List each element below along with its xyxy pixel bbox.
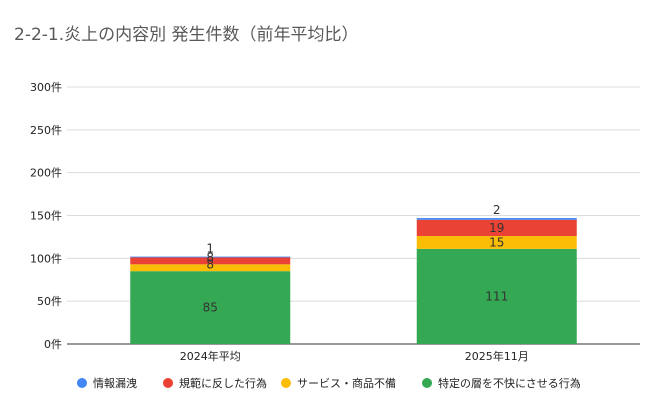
y-tick-label: 200件 — [30, 167, 62, 180]
legend-swatch — [422, 378, 432, 388]
data-label: 8 — [206, 250, 214, 264]
legend-label: 特定の層を不快にさせる行為 — [438, 376, 581, 390]
labels-layer: 0件 50件 100件 150件 200件 250件 300件 85 881 2024年平均 111… — [30, 81, 529, 363]
legend-label: 規範に反した行為 — [179, 376, 267, 390]
y-tick-label: 50件 — [37, 295, 62, 308]
bar-segment — [130, 271, 291, 344]
x-tick-label: 2025年11月 — [465, 349, 529, 363]
legend-label: サービス・商品不備 — [297, 376, 396, 390]
y-tick-label: 250件 — [30, 124, 62, 137]
y-tick-label: 300件 — [30, 81, 62, 94]
x-tick-label: 2024年平均 — [180, 349, 241, 363]
legend-swatch — [281, 378, 291, 388]
legend-swatch — [163, 378, 173, 388]
data-label: 19 — [489, 221, 504, 235]
data-label: 111 — [485, 289, 508, 303]
data-label: 2 — [493, 203, 501, 217]
bar-segment — [130, 257, 291, 265]
bar-segment — [416, 248, 577, 344]
bar-segment — [416, 236, 577, 249]
bars-layer — [130, 218, 577, 344]
y-tick-label: 0件 — [44, 338, 62, 351]
data-label: 8 — [206, 257, 214, 271]
data-label: 1 — [206, 242, 214, 256]
data-label: 85 — [203, 301, 218, 315]
legend-swatch — [77, 378, 87, 388]
bar-segment — [130, 264, 291, 272]
legend: 情報漏洩 規範に反した行為 サービス・商品不備 特定の層を不快にさせる行為 — [77, 376, 581, 390]
y-tick-label: 100件 — [30, 252, 62, 265]
bar-segment — [416, 218, 577, 220]
y-tick-label: 150件 — [30, 210, 62, 223]
data-label: 15 — [489, 235, 504, 249]
chart-title: 2-2-1.炎上の内容別 発生件数（前年平均比） — [14, 25, 359, 45]
bar-segment — [130, 256, 291, 258]
legend-label: 情報漏洩 — [93, 376, 137, 390]
bar-segment — [416, 219, 577, 237]
